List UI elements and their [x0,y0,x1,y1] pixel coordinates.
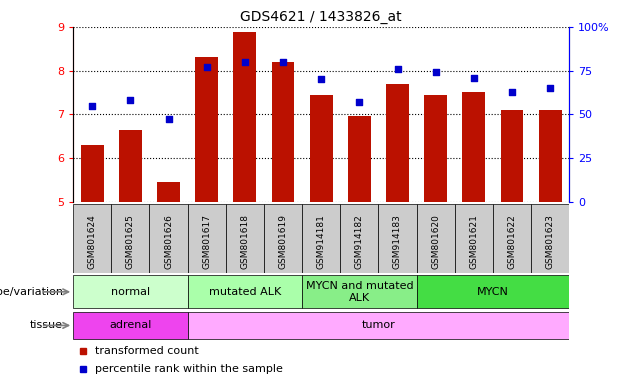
Bar [462,93,485,202]
Point [431,69,441,75]
Bar [188,204,226,273]
Bar [73,204,111,273]
Bar [455,204,493,273]
Point [163,116,174,122]
Text: GSM801618: GSM801618 [240,214,249,269]
Bar [195,58,218,202]
Bar [340,204,378,273]
Point [507,88,517,94]
Point [240,59,250,65]
Bar [111,204,149,273]
Text: GSM801623: GSM801623 [546,214,555,269]
Bar [310,94,333,202]
Bar [188,312,569,339]
Bar [531,204,569,273]
Bar [501,110,523,202]
Text: tissue: tissue [31,320,63,331]
Bar [302,204,340,273]
Text: normal: normal [111,287,150,297]
Text: mutated ALK: mutated ALK [209,287,281,297]
Point [392,66,403,72]
Bar [272,62,294,202]
Point [87,103,97,109]
Text: GSM914182: GSM914182 [355,214,364,269]
Bar [539,110,562,202]
Bar [348,116,371,202]
Text: transformed count: transformed count [95,346,199,356]
Text: genotype/variation: genotype/variation [0,287,63,297]
Bar [149,204,188,273]
Text: GSM801624: GSM801624 [88,214,97,269]
Text: MYCN and mutated
ALK: MYCN and mutated ALK [305,281,413,303]
Text: GSM801620: GSM801620 [431,214,440,269]
Bar [226,204,264,273]
Bar [417,275,569,308]
Bar [424,94,447,202]
Bar [378,204,417,273]
Point [469,74,479,81]
Text: GSM801625: GSM801625 [126,214,135,269]
Bar [386,84,409,202]
Bar [73,275,188,308]
Text: tumor: tumor [361,320,396,331]
Text: GSM801621: GSM801621 [469,214,478,269]
Bar [302,275,417,308]
Text: percentile rank within the sample: percentile rank within the sample [95,364,284,374]
Bar [119,129,142,202]
Point [545,85,555,91]
Point [202,64,212,70]
Bar [264,204,302,273]
Text: GSM801617: GSM801617 [202,214,211,269]
Bar [188,275,302,308]
Bar [417,204,455,273]
Bar [233,32,256,202]
Text: GSM801622: GSM801622 [508,214,516,269]
Bar [73,312,188,339]
Bar [81,145,104,202]
Text: GSM801619: GSM801619 [279,214,287,269]
Text: MYCN: MYCN [477,287,509,297]
Text: GSM914183: GSM914183 [393,214,402,269]
Text: GSM801626: GSM801626 [164,214,173,269]
Point [316,76,326,83]
Text: GSM914181: GSM914181 [317,214,326,269]
Bar [157,182,180,202]
Point [125,97,135,103]
Bar [493,204,531,273]
Title: GDS4621 / 1433826_at: GDS4621 / 1433826_at [240,10,402,25]
Text: adrenal: adrenal [109,320,151,331]
Point [354,99,364,105]
Point [278,59,288,65]
